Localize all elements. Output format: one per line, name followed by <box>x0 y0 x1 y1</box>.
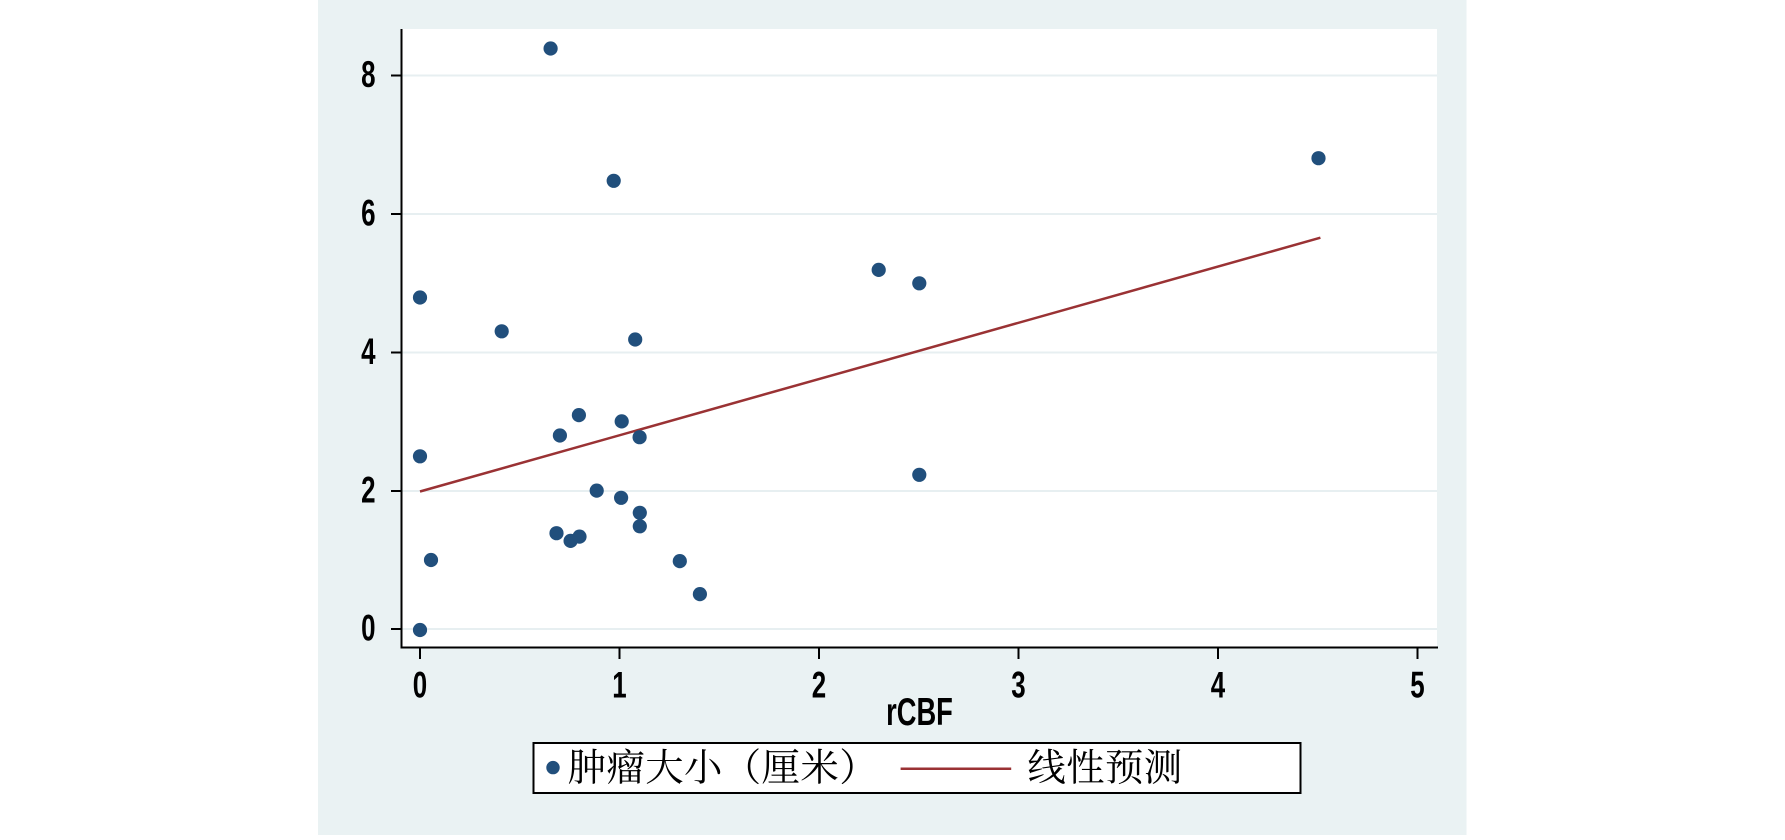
svg-text:rCBF: rCBF <box>886 691 953 734</box>
svg-text:3: 3 <box>1011 664 1025 706</box>
svg-text:4: 4 <box>1211 664 1226 706</box>
svg-text:0: 0 <box>361 607 375 649</box>
svg-text:2: 2 <box>812 664 826 706</box>
svg-text:1: 1 <box>612 664 626 706</box>
svg-text:0: 0 <box>413 664 427 706</box>
svg-text:6: 6 <box>361 192 375 234</box>
svg-text:2: 2 <box>361 469 375 511</box>
svg-text:8: 8 <box>361 53 375 95</box>
svg-text:4: 4 <box>361 330 376 372</box>
svg-text:5: 5 <box>1410 664 1424 706</box>
